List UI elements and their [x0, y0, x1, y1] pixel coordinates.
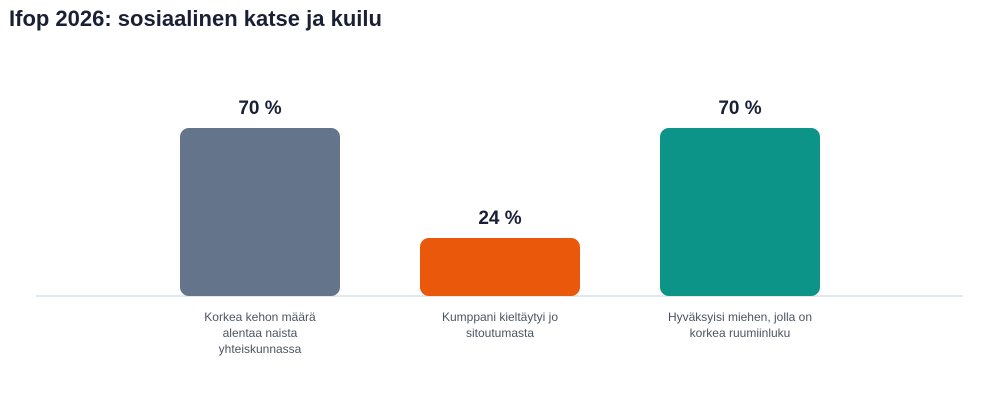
bar — [660, 128, 820, 296]
value-label: 70 % — [238, 98, 282, 119]
chart-title: Ifop 2026: sosiaalinen katse ja kuilu — [9, 6, 382, 31]
value-label: 70 % — [718, 98, 762, 119]
category-label: Hyväksyisi miehen, jolla on korkea ruumi… — [667, 310, 813, 340]
baseline — [36, 295, 963, 297]
bar — [180, 128, 340, 296]
category-label: Kumppani kieltäytyi jo sitoutumasta — [441, 310, 559, 340]
value-label: 24 % — [478, 208, 522, 230]
bar — [420, 238, 580, 296]
category-label: Korkea kehon määrä alentaa naista yhteis… — [204, 310, 316, 356]
